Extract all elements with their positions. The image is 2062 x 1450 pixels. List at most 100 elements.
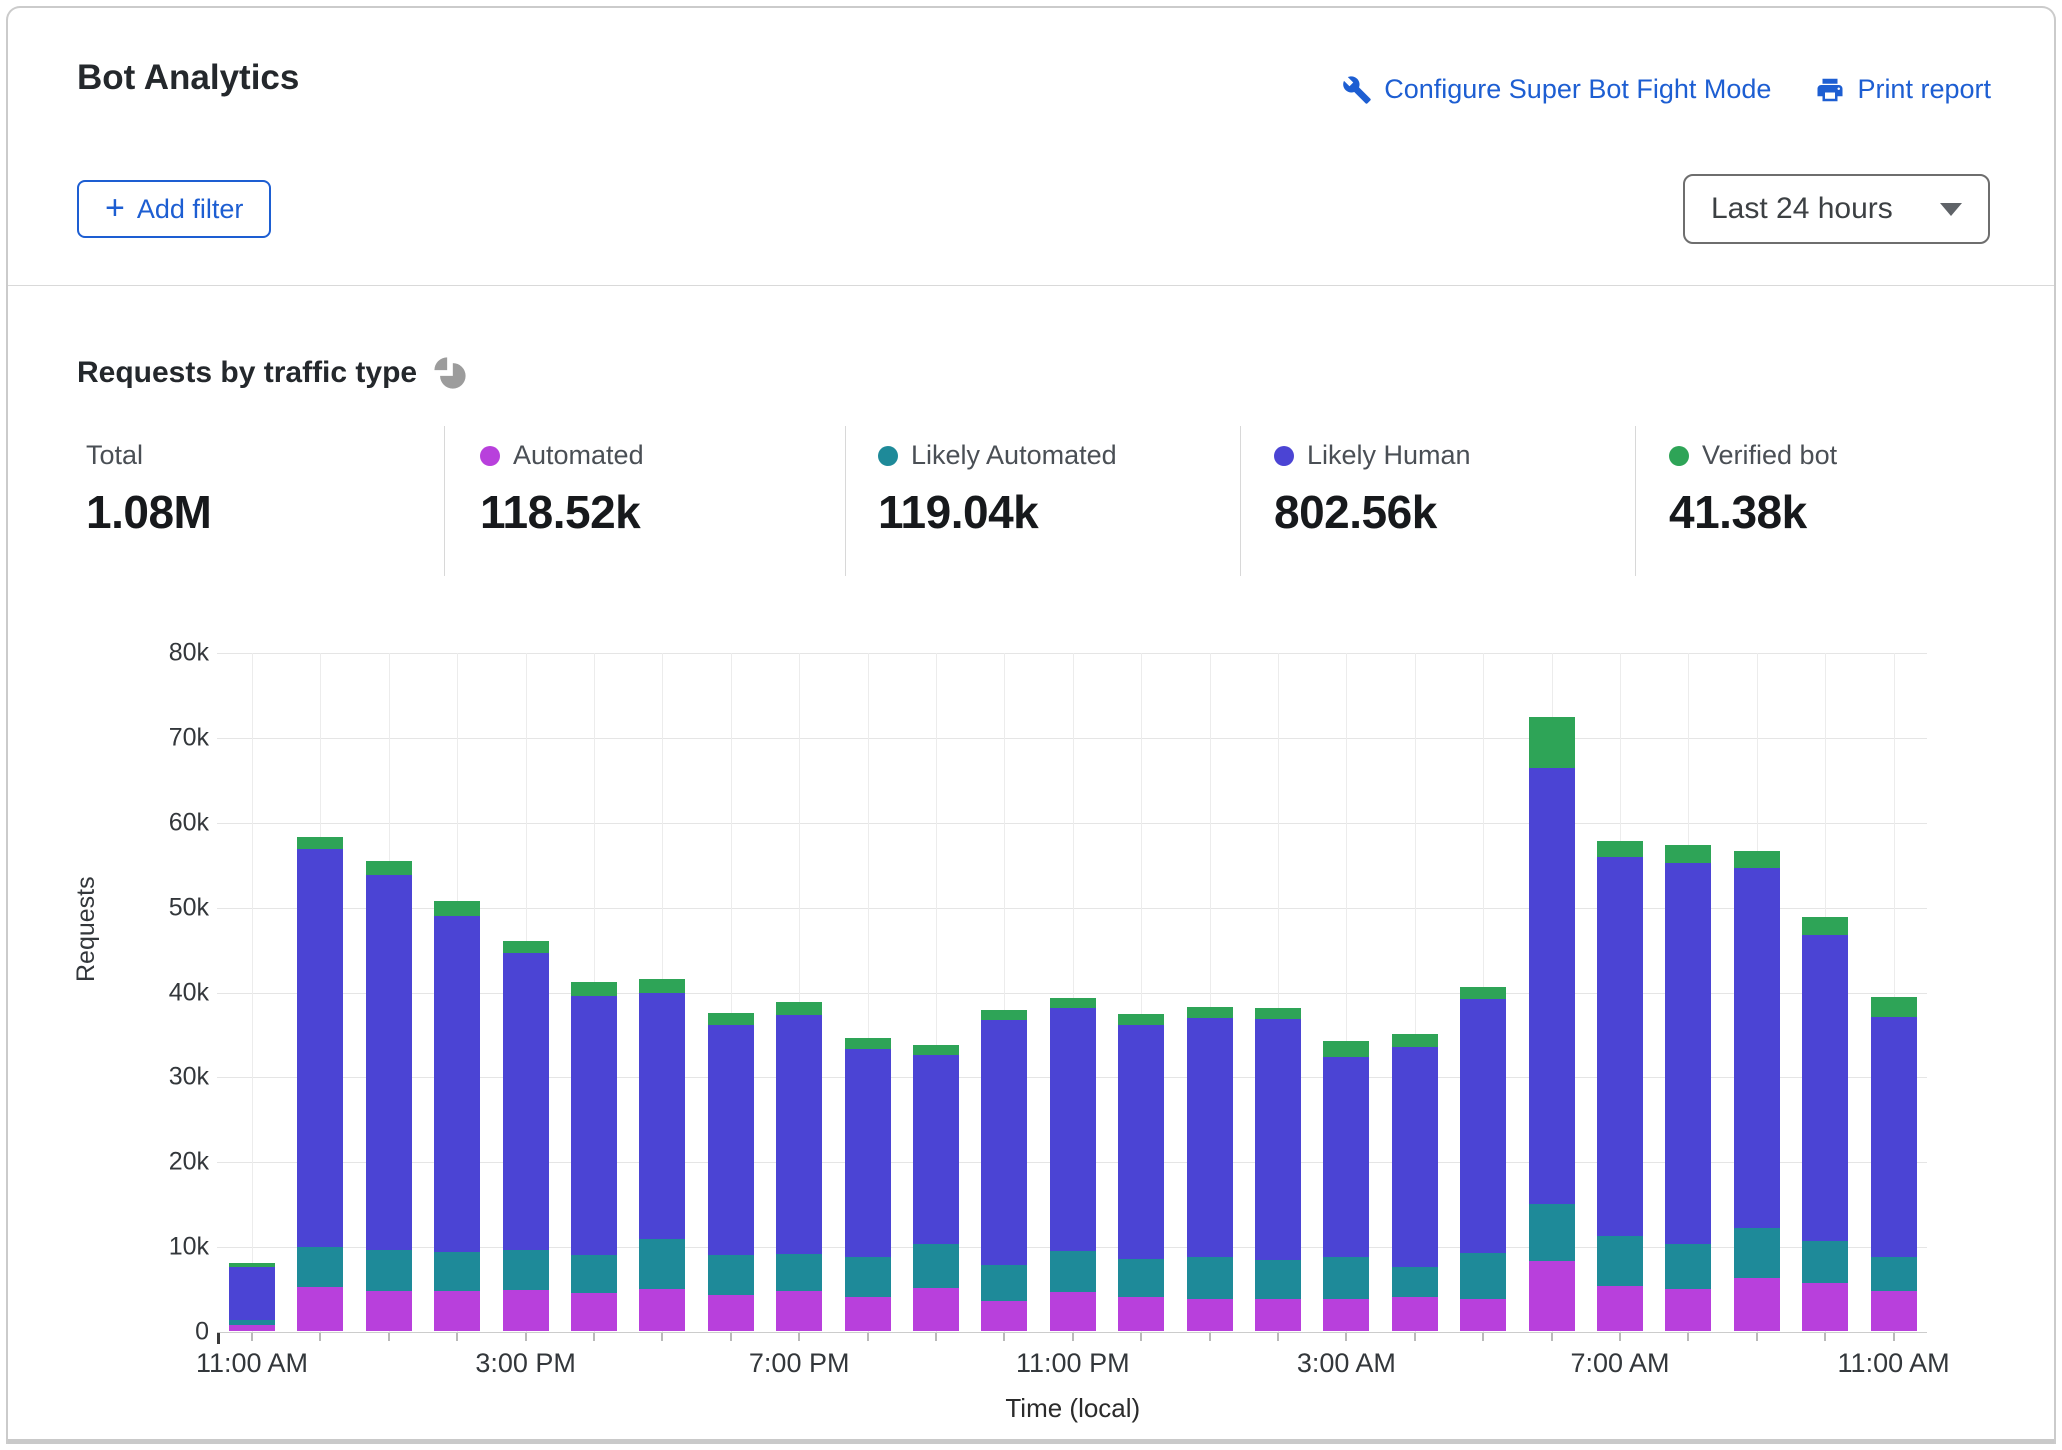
bar-segment-verified-bot[interactable] (639, 978, 686, 994)
bar-11-00-am[interactable] (229, 1263, 275, 1331)
bar-segment-likely-automated[interactable] (365, 1250, 412, 1292)
bar-segment-verified-bot[interactable] (1870, 996, 1917, 1017)
bar-6-00-pm[interactable] (707, 1012, 754, 1331)
bar-segment-automated[interactable] (297, 1286, 344, 1331)
bar-10-00-am[interactable] (1802, 916, 1849, 1331)
bar-segment-verified-bot[interactable] (1118, 1014, 1165, 1026)
bar-segment-verified-bot[interactable] (365, 860, 412, 876)
bar-segment-likely-human[interactable] (1870, 1016, 1917, 1258)
bar-segment-automated[interactable] (1186, 1298, 1233, 1331)
bar-segment-verified-bot[interactable] (1049, 998, 1096, 1009)
bar-segment-verified-bot[interactable] (1391, 1033, 1438, 1047)
bar-segment-likely-automated[interactable] (844, 1257, 891, 1298)
bar-segment-automated[interactable] (1528, 1261, 1575, 1331)
bar-segment-automated[interactable] (1391, 1297, 1438, 1331)
bar-segment-likely-human[interactable] (1802, 934, 1849, 1242)
bar-segment-likely-human[interactable] (1597, 857, 1643, 1236)
bar-segment-verified-bot[interactable] (1597, 841, 1643, 858)
bar-segment-automated[interactable] (1870, 1291, 1917, 1331)
bar-12-00-am[interactable] (1118, 1014, 1165, 1331)
bar-segment-likely-human[interactable] (981, 1020, 1028, 1265)
bar-segment-automated[interactable] (981, 1301, 1028, 1331)
bar-segment-likely-human[interactable] (297, 848, 344, 1247)
bar-segment-likely-automated[interactable] (1870, 1257, 1917, 1292)
bar-segment-verified-bot[interactable] (502, 940, 549, 954)
bar-segment-verified-bot[interactable] (913, 1044, 959, 1056)
bar-segment-verified-bot[interactable] (1323, 1040, 1370, 1057)
bar-10-00-pm[interactable] (981, 1010, 1028, 1331)
bar-segment-likely-human[interactable] (1255, 1018, 1301, 1260)
bar-segment-likely-automated[interactable] (1323, 1257, 1370, 1299)
bar-segment-likely-human[interactable] (1049, 1008, 1096, 1252)
bar-segment-likely-automated[interactable] (571, 1254, 617, 1293)
bar-segment-verified-bot[interactable] (1733, 851, 1780, 869)
bar-segment-likely-human[interactable] (1460, 999, 1507, 1253)
bar-9-00-pm[interactable] (913, 1044, 959, 1331)
bar-segment-likely-automated[interactable] (981, 1264, 1028, 1302)
bar-segment-likely-automated[interactable] (1528, 1203, 1575, 1262)
bar-segment-likely-human[interactable] (1665, 862, 1712, 1244)
bar-segment-likely-automated[interactable] (1255, 1259, 1301, 1299)
bar-11-00-am[interactable] (1870, 996, 1917, 1331)
bar-1-00-pm[interactable] (365, 860, 412, 1331)
bar-segment-verified-bot[interactable] (229, 1263, 275, 1267)
bar-segment-automated[interactable] (707, 1295, 754, 1331)
bar-segment-likely-automated[interactable] (913, 1243, 959, 1288)
bar-segment-automated[interactable] (639, 1288, 686, 1331)
bar-8-00-pm[interactable] (844, 1038, 891, 1331)
bar-segment-verified-bot[interactable] (297, 837, 344, 849)
bar-segment-likely-human[interactable] (571, 995, 617, 1255)
bar-5-00-am[interactable] (1460, 987, 1507, 1331)
bar-segment-likely-human[interactable] (1528, 768, 1575, 1204)
bar-segment-likely-automated[interactable] (1733, 1228, 1780, 1279)
time-range-dropdown[interactable]: Last 24 hours (1683, 174, 1990, 244)
bar-segment-automated[interactable] (844, 1297, 891, 1331)
bar-segment-automated[interactable] (434, 1291, 481, 1331)
bar-segment-likely-automated[interactable] (1049, 1251, 1096, 1292)
bar-segment-automated[interactable] (1802, 1283, 1849, 1331)
bar-5-00-pm[interactable] (639, 978, 686, 1331)
bar-segment-likely-human[interactable] (1323, 1056, 1370, 1258)
bar-segment-likely-automated[interactable] (1460, 1252, 1507, 1299)
bar-segment-verified-bot[interactable] (1528, 717, 1575, 769)
bar-2-00-pm[interactable] (434, 900, 481, 1331)
print-report-link[interactable]: Print report (1815, 74, 1991, 105)
bar-segment-likely-human[interactable] (913, 1055, 959, 1244)
bar-4-00-pm[interactable] (571, 982, 617, 1331)
bar-segment-verified-bot[interactable] (434, 900, 481, 916)
bar-7-00-am[interactable] (1597, 841, 1643, 1331)
bar-3-00-am[interactable] (1323, 1040, 1370, 1331)
bar-segment-automated[interactable] (1597, 1286, 1643, 1331)
bar-segment-likely-human[interactable] (844, 1049, 891, 1258)
bar-segment-verified-bot[interactable] (707, 1012, 754, 1026)
bar-segment-likely-automated[interactable] (434, 1252, 481, 1292)
bar-segment-likely-human[interactable] (365, 875, 412, 1251)
bar-segment-verified-bot[interactable] (1186, 1006, 1233, 1018)
bar-8-00-am[interactable] (1665, 844, 1712, 1331)
bar-segment-verified-bot[interactable] (844, 1038, 891, 1050)
bar-3-00-pm[interactable] (502, 940, 549, 1331)
bar-segment-verified-bot[interactable] (981, 1010, 1028, 1021)
bar-segment-likely-human[interactable] (639, 993, 686, 1239)
bar-segment-likely-automated[interactable] (1186, 1257, 1233, 1299)
bar-segment-automated[interactable] (1460, 1298, 1507, 1331)
bar-segment-likely-human[interactable] (1733, 868, 1780, 1229)
bar-segment-likely-automated[interactable] (1118, 1258, 1165, 1298)
bar-segment-likely-automated[interactable] (229, 1319, 275, 1326)
bar-segment-verified-bot[interactable] (1255, 1007, 1301, 1019)
bar-1-00-am[interactable] (1186, 1006, 1233, 1331)
bar-segment-verified-bot[interactable] (1460, 987, 1507, 1000)
configure-super-bot-fight-mode-link[interactable]: Configure Super Bot Fight Mode (1342, 74, 1771, 105)
bar-segment-likely-human[interactable] (434, 915, 481, 1253)
bar-segment-verified-bot[interactable] (1665, 844, 1712, 863)
bar-4-00-am[interactable] (1391, 1033, 1438, 1331)
add-filter-button[interactable]: + Add filter (77, 180, 272, 238)
bar-segment-automated[interactable] (502, 1290, 549, 1331)
bar-segment-likely-human[interactable] (1118, 1025, 1165, 1259)
bar-6-00-am[interactable] (1528, 717, 1575, 1331)
bar-segment-automated[interactable] (776, 1291, 823, 1331)
bar-segment-likely-automated[interactable] (1802, 1241, 1849, 1284)
bar-segment-automated[interactable] (1733, 1278, 1780, 1331)
bar-segment-likely-automated[interactable] (707, 1254, 754, 1296)
bar-segment-automated[interactable] (1665, 1288, 1712, 1331)
